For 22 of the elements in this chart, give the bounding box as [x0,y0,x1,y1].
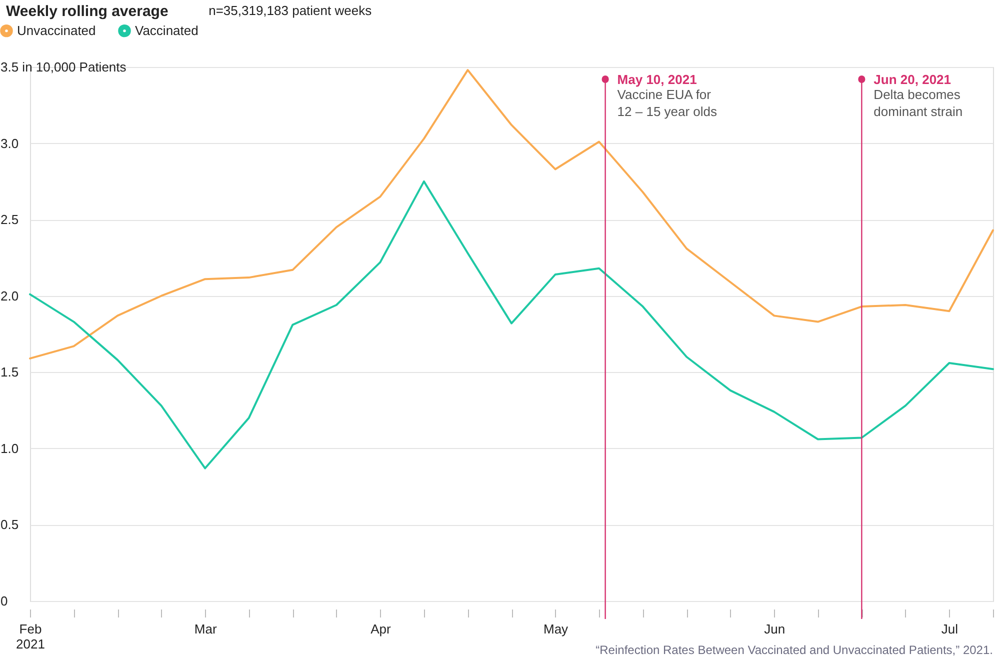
x-tick-label: Apr [370,622,392,636]
y-tick-label: 2.0 [0,288,19,304]
y-tick-label: 3.5 in 10,000 Patients [0,60,127,74]
legend-label: Vaccinated [135,22,198,38]
ref-line-label: Jun 20, 2021 Delta becomes dominant strain [874,72,963,119]
x-tick-label: May [543,622,569,636]
y-tick-label: 1.0 [0,440,19,456]
x-tick-label: Jun [764,622,786,636]
ref-line-label: May 10, 2021 Vaccine EUA for 12 – 15 year olds [617,72,718,119]
y-tick-label: 1.5 [0,364,19,380]
x-tick-label: Feb 2021 [16,622,45,652]
line-series [29,180,994,470]
x-tick-label: Mar [194,622,218,636]
y-tick-label: 3.0 [0,136,19,151]
y-tick-label: 0.5 [0,517,19,532]
y-tick-label: 2.5 [0,212,19,228]
chart-title: Weekly rolling average [6,3,168,20]
y-tick-label: 0 [0,594,8,608]
text: “Reinfection Rates Between Vaccinated and Unvaccinated Patients,” 2021. [596,643,993,657]
chart-subtitle: n=35,319,183 patient weeks [208,3,372,18]
x-tick-label: Jul [941,622,958,636]
legend-label: Unvaccinated [17,22,96,38]
